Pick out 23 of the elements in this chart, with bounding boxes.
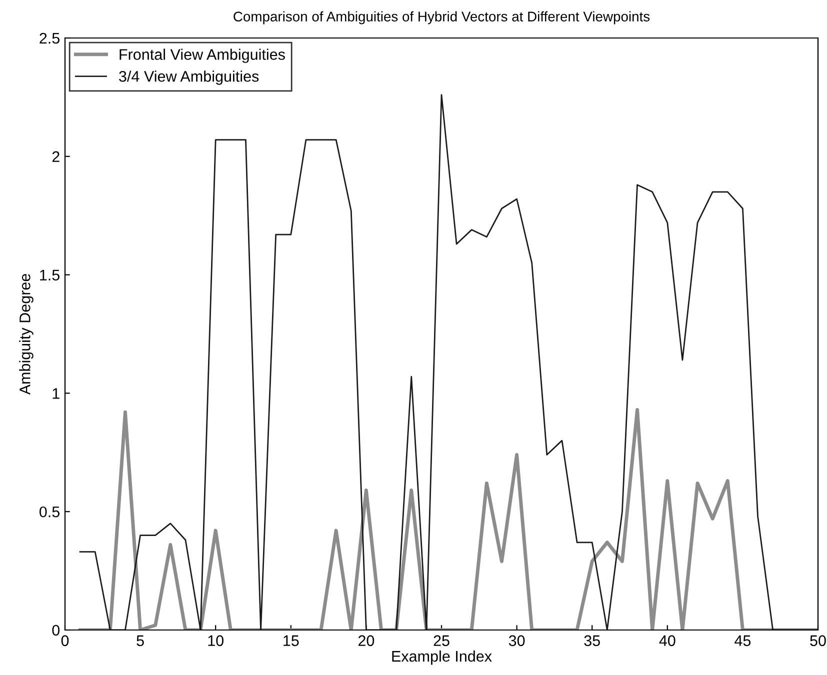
x-tick-label: 45 (734, 635, 751, 646)
y-axis-title: Ambiguity Degree (19, 274, 34, 395)
x-tick-label: 15 (284, 635, 299, 646)
chart-title: Comparison of Ambiguities of Hybrid Vectors at Different Viewpoints (234, 11, 650, 24)
x-tick-label: 50 (810, 635, 826, 646)
x-tick-label: 30 (508, 635, 525, 646)
y-tick-label: 1 (52, 388, 60, 399)
y-tick-label: 0 (52, 624, 60, 636)
legend-label: Frontal View Ambiguities (120, 48, 285, 63)
x-tick-label: 20 (358, 635, 374, 646)
x-tick-label: 25 (434, 635, 450, 646)
y-tick-label: 2.5 (40, 32, 60, 44)
x-tick-label: 35 (584, 635, 600, 646)
x-tick-label: 40 (659, 635, 676, 646)
x-tick-label: 5 (136, 635, 144, 646)
y-tick-label: 1.5 (40, 270, 60, 280)
legend-label: 3/4 View Ambiguities (119, 70, 259, 85)
x-tick-label: 0 (61, 635, 69, 646)
x-tick-label: 10 (208, 635, 224, 646)
y-tick-label: 0.5 (40, 506, 60, 518)
line-series (78, 408, 818, 630)
y-tick-label: 2 (52, 151, 60, 162)
x-axis-title: Example Index (392, 650, 492, 665)
